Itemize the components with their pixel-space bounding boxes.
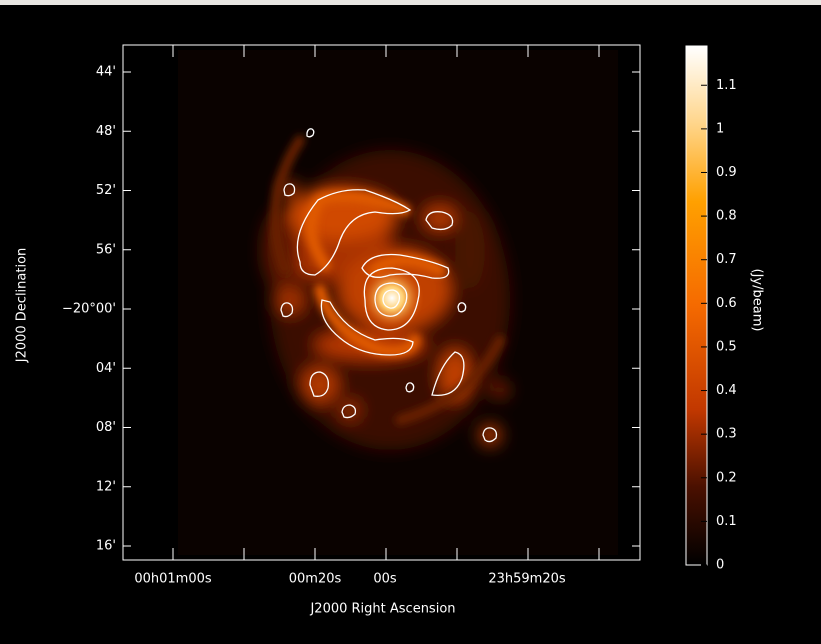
page: 44' 48' 52' 56' −20°00' 04' 08' 12' 16' 00h01m00s…: [0, 0, 821, 644]
x-tick-label: 00m20s: [289, 572, 342, 587]
x-tick-label: 00s: [373, 572, 397, 587]
x-tick-label: 23h59m20s: [488, 572, 566, 587]
y-tick-label: 56': [96, 242, 116, 257]
emission-blob: [490, 380, 510, 400]
emission-blob: [478, 423, 502, 447]
y-tick-label: 48': [96, 124, 116, 139]
y-tick-label: −20°00': [62, 302, 116, 317]
y-axis-title: J2000 Declination: [15, 248, 30, 364]
y-tick-label: 08': [96, 420, 116, 435]
colorbar-tick-label: 0: [716, 558, 724, 573]
colorbar-tick-label: 0.6: [716, 296, 737, 311]
colorbar: [686, 46, 707, 565]
colorbar-tick-label: 0.4: [716, 383, 737, 398]
colorbar-tick-label: 0.8: [716, 209, 737, 224]
y-tick-label: 12': [96, 479, 116, 494]
colorbar-tick-label: 1.1: [716, 78, 737, 93]
emission-blob: [455, 210, 485, 290]
y-tick-label: 04': [96, 361, 116, 376]
colorbar-tick-label: 0.9: [716, 165, 737, 180]
colorbar-tick-label: 0.7: [716, 252, 737, 267]
colorbar-tick-label: 1: [716, 121, 724, 136]
y-tick-label: 16': [96, 539, 116, 554]
colorbar-tick-label: 0.5: [716, 339, 737, 354]
colorbar-tick-label: 0.2: [716, 470, 737, 485]
colorbar-tick-label: 0.1: [716, 514, 737, 529]
colorbar-tick-label: 0.3: [716, 427, 737, 442]
viewer: 44' 48' 52' 56' −20°00' 04' 08' 12' 16' 00h01m00s…: [0, 0, 821, 644]
emission-blob: [276, 286, 304, 314]
y-tick-label: 52': [96, 183, 116, 198]
x-axis-title: J2000 Right Ascension: [309, 602, 455, 617]
y-tick-label: 44': [96, 65, 116, 80]
top-strip: [0, 0, 821, 5]
x-tick-label: 00h01m00s: [134, 572, 212, 587]
colorbar-label: (Jy/beam): [750, 269, 765, 332]
